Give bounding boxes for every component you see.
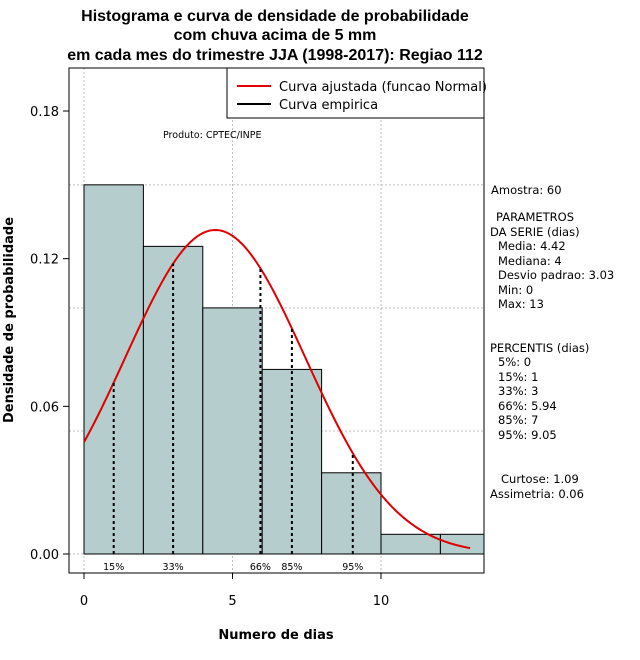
- x-tick-label-1: 5: [228, 594, 236, 609]
- legend-label-empirical: Curva empirica: [279, 98, 378, 113]
- histogram-bar-6: [439, 533, 485, 555]
- percentil-66: 66%: 5.94: [498, 399, 557, 413]
- percentil-85: 85%: 7: [498, 413, 538, 427]
- percentil-95: 95%: 9.05: [498, 428, 557, 442]
- percentil-5: 5%: 0: [498, 355, 531, 369]
- product-annotation: Produto: CPTEC/INPE: [163, 130, 262, 141]
- percentil-33: 33%: 3: [498, 384, 538, 398]
- legend-box: [226, 67, 485, 119]
- skewness: Assimetria: 0.06: [490, 487, 584, 501]
- x-axis-label: Numero de dias: [218, 628, 334, 643]
- param-mediana: Mediana: 4: [498, 254, 562, 268]
- histogram-bar-5: [380, 533, 441, 555]
- axes: 0 5 10 0.00 0.06 0.12 0.18: [30, 105, 389, 609]
- legend: Curva ajustada (funcao Normal) Curva emp…: [226, 67, 487, 119]
- stats-panel: Amostra: 60 PARAMETROS DA SERIE (dias) M…: [490, 183, 614, 501]
- percentile-label-0: 15%: [103, 562, 124, 573]
- percentile-label-4: 95%: [342, 562, 363, 573]
- x-tick-label-0: 0: [80, 594, 88, 609]
- params-title-2: DA SERIE (dias): [490, 225, 580, 239]
- normal-curve: [83, 228, 471, 550]
- normal-curve-layer: [83, 228, 471, 550]
- y-tick-label-0: 0.00: [30, 548, 59, 563]
- params-title-1: PARAMETROS: [496, 210, 574, 224]
- chart-title-line-1: Histograma e curva de densidade de proba…: [81, 8, 469, 25]
- kurtosis: Curtose: 1.09: [501, 472, 579, 486]
- percentile-label-1: 33%: [163, 562, 184, 573]
- param-min: Min: 0: [498, 283, 533, 297]
- histogram-bar-1: [142, 245, 204, 555]
- param-media: Media: 4.42: [498, 239, 566, 253]
- param-desvio: Desvio padrao: 3.03: [498, 268, 614, 282]
- legend-label-normal: Curva ajustada (funcao Normal): [279, 80, 487, 95]
- y-tick-label-2: 0.12: [30, 253, 59, 268]
- percentile-label-2: 66%: [250, 562, 271, 573]
- y-tick-label-3: 0.18: [30, 105, 59, 120]
- histogram-bar-2: [202, 307, 263, 555]
- y-tick-label-1: 0.06: [30, 400, 59, 415]
- histogram-bar-4: [321, 472, 382, 555]
- percentile-lines: 15% 33% 66% 85% 95%: [103, 263, 363, 573]
- x-tick-label-2: 10: [373, 594, 390, 609]
- chart-title-line-3: em cada mes do trimestre JJA (1998-2017)…: [67, 47, 483, 64]
- sample-size: Amostra: 60: [491, 183, 562, 197]
- percentile-label-3: 85%: [281, 562, 302, 573]
- chart-title-line-2: com chuva acima de 5 mm: [174, 27, 377, 44]
- percentil-15: 15%: 1: [498, 370, 538, 384]
- param-max: Max: 13: [498, 297, 544, 311]
- y-axis-label: Densidade de probabilidade: [2, 217, 17, 423]
- percentis-title: PERCENTIS (dias): [490, 341, 589, 355]
- histogram-bars: [83, 184, 485, 555]
